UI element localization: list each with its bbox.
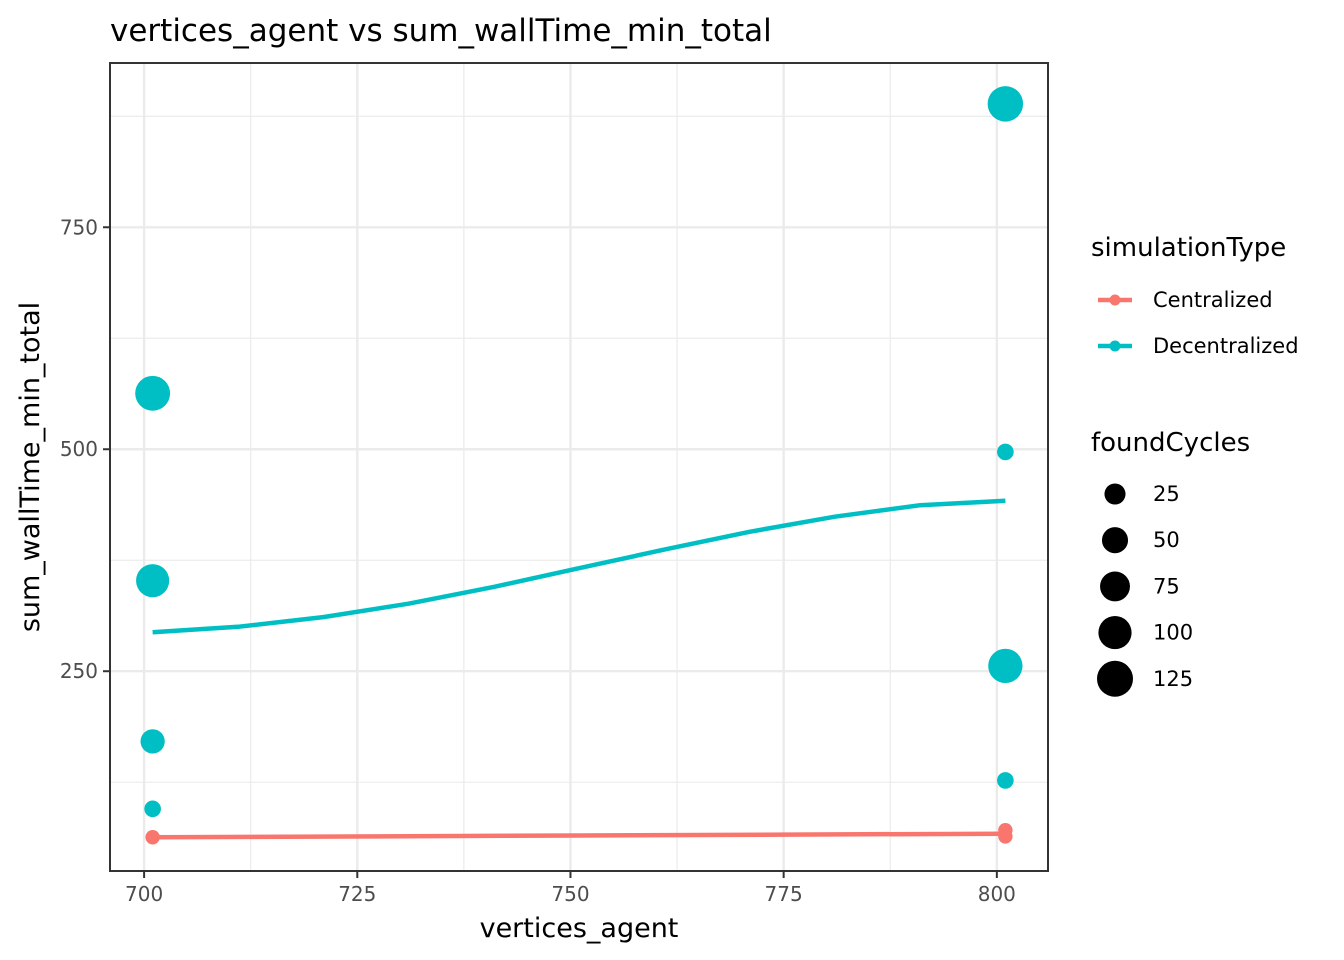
- y-tick-label: 250: [60, 659, 98, 683]
- x-tick-label: 775: [765, 882, 803, 906]
- legend-label: 75: [1153, 574, 1180, 598]
- y-axis-title: sum_wallTime_min_total: [15, 302, 46, 632]
- plot-panel-border: [109, 62, 1049, 872]
- legend-label: 25: [1153, 482, 1180, 506]
- y-tick-label: 500: [60, 437, 98, 461]
- legend-label: Centralized: [1153, 288, 1273, 312]
- data-point-decentralized: [135, 375, 171, 411]
- legend-size-key: [1101, 527, 1129, 554]
- smooth-lines: [152, 498, 1006, 840]
- data-point-decentralized: [140, 729, 165, 754]
- legend-key-point: [1109, 294, 1121, 306]
- data-point-centralized: [998, 829, 1013, 844]
- chart-title: vertices_agent vs sum_wallTime_min_total: [110, 13, 772, 49]
- legend-label: Decentralized: [1153, 334, 1299, 358]
- x-tick-label: 700: [125, 882, 163, 906]
- legend-label: 50: [1153, 528, 1180, 552]
- data-points: [135, 86, 1024, 845]
- minor-gridlines: [110, 63, 1048, 871]
- legend-key-point: [1109, 340, 1121, 352]
- legend: simulationType CentralizedDecentralized …: [1091, 233, 1299, 697]
- data-point-decentralized: [144, 800, 161, 818]
- legend-size-key: [1098, 616, 1132, 650]
- size-legend-keys: 25 50 75 100 125: [1097, 482, 1193, 697]
- smooth-line-decentralized: [152, 498, 1006, 635]
- size-legend-title: foundCycles: [1091, 428, 1250, 458]
- y-tick-label: 750: [60, 215, 98, 239]
- legend-size-key: [1104, 483, 1126, 505]
- data-point-decentralized: [987, 86, 1024, 122]
- color-legend-keys: Centralized Decentralized: [1098, 288, 1299, 358]
- x-tick-label: 800: [978, 882, 1016, 906]
- legend-label: 125: [1153, 667, 1193, 691]
- data-point-decentralized: [988, 648, 1023, 684]
- data-point-decentralized: [136, 564, 170, 598]
- smooth-line-centralized: [152, 831, 1006, 840]
- x-tick-label: 750: [551, 882, 589, 906]
- legend-size-key: [1097, 660, 1133, 697]
- legend-label: 100: [1153, 621, 1193, 645]
- y-axis: 250 500 750: [60, 215, 110, 683]
- x-axis: 700 725 750 775 800: [125, 871, 1016, 906]
- data-point-centralized: [145, 830, 160, 845]
- color-legend-title: simulationType: [1091, 233, 1286, 263]
- x-axis-title: vertices_agent: [480, 913, 679, 944]
- x-tick-label: 725: [338, 882, 376, 906]
- legend-size-key: [1100, 571, 1130, 602]
- data-point-decentralized: [997, 772, 1014, 789]
- major-gridlines: [110, 63, 1048, 871]
- data-point-decentralized: [997, 443, 1014, 461]
